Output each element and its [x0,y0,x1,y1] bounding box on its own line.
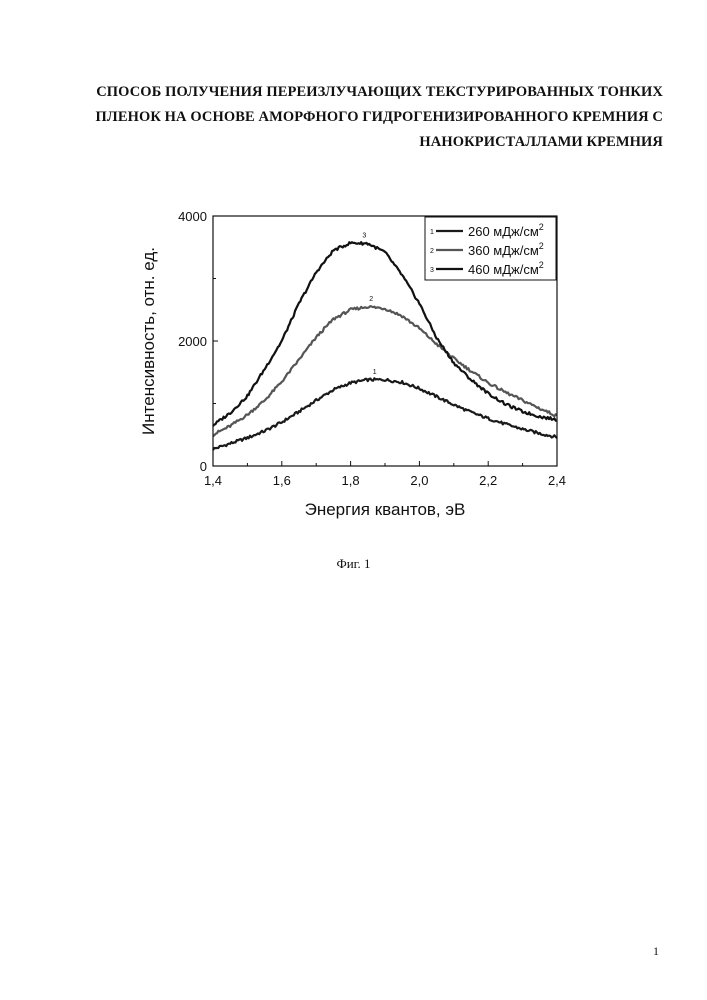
legend-marker-1: 1 [430,229,434,236]
legend-superscript-3: 2 [539,260,544,270]
y-axis-label: Интенсивность, отн. ед. [139,247,158,435]
legend-superscript-2: 2 [539,241,544,251]
x-tick-label: 1,6 [273,473,291,488]
x-tick-label: 2,0 [410,473,428,488]
legend-label-2: 360 мДж/см2 [468,241,544,258]
pl-spectrum-chart: 1 2 3 1,4 1,6 1,8 2,0 2,2 2,4 0 2000 4000 1 260 мДж… [0,0,707,600]
legend-marker-3: 3 [430,267,434,274]
page-number: 1 [653,944,659,959]
legend: 1260 мДж/см22360 мДж/см23460 мДж/см2 [425,217,556,280]
x-tick-label: 1,4 [204,473,222,488]
series-peak-marker-3: 3 [362,232,366,239]
x-tick-label: 1,8 [342,473,360,488]
series-line-1 [213,378,557,450]
x-axis-label: Энергия квантов, эВ [305,500,466,519]
y-tick-label: 0 [200,459,207,474]
series-peak-marker-2: 2 [369,296,373,303]
x-tick-label: 2,4 [548,473,566,488]
legend-superscript-1: 2 [539,222,544,232]
legend-marker-2: 2 [430,248,434,255]
series-peak-marker-1: 1 [373,369,377,376]
series-line-2 [213,306,557,436]
x-tick-label: 2,2 [479,473,497,488]
legend-label-1: 260 мДж/см2 [468,222,544,239]
figure-caption: Фиг. 1 [0,556,707,572]
y-tick-label: 2000 [178,334,207,349]
y-tick-label: 4000 [178,209,207,224]
legend-label-3: 460 мДж/см2 [468,260,544,277]
